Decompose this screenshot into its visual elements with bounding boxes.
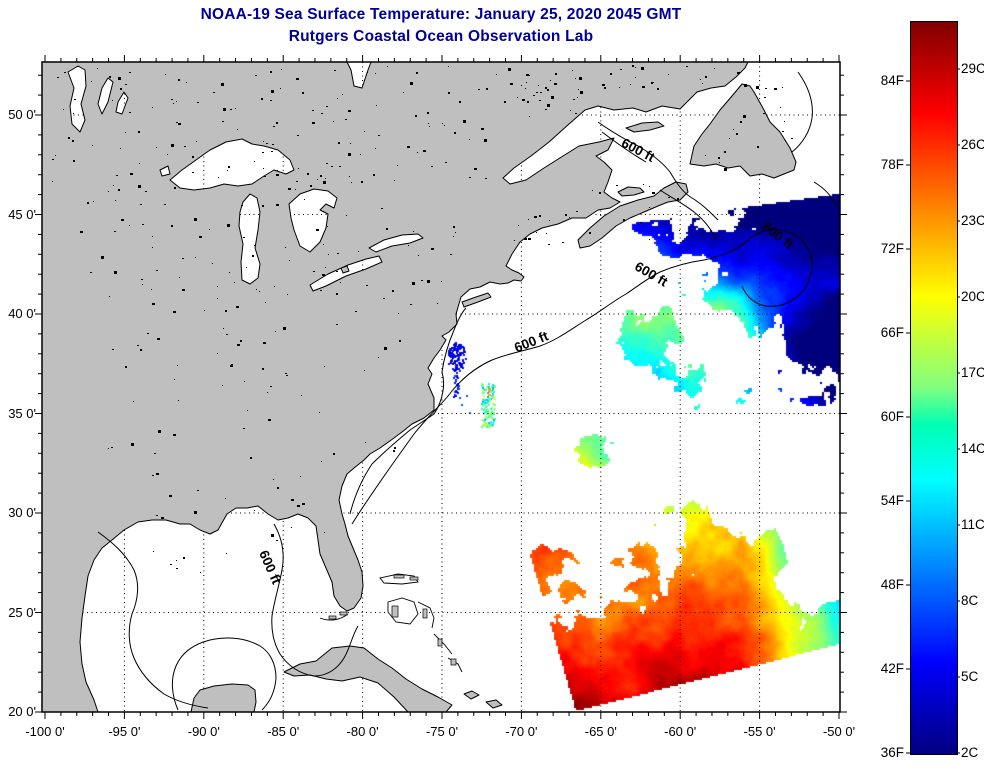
colorbar-celsius-label: 14C xyxy=(961,441,984,456)
contour-atlantic-shelf xyxy=(351,229,813,525)
colorbar-fahrenheit-label: 36F xyxy=(880,745,904,760)
colorbar-celsius-label: 17C xyxy=(961,365,984,380)
contour-label-gulf-st-lawrence: 600 ft xyxy=(619,135,658,165)
island-turks xyxy=(485,699,503,709)
island-long-island xyxy=(461,292,492,308)
x-tick-label: -80 0' xyxy=(346,724,379,739)
x-tick-label: -85 0' xyxy=(267,724,300,739)
x-tick-label: -75 0' xyxy=(425,724,459,739)
bahama-banks xyxy=(319,573,463,673)
contour-flemish xyxy=(813,181,837,207)
colorbar-fahrenheit-label: 84F xyxy=(880,73,904,88)
figure-subtitle: Rutgers Coastal Ocean Observation Lab xyxy=(288,28,594,45)
island-nova-scotia xyxy=(577,181,689,249)
contour-campeche-bank xyxy=(171,637,277,711)
land-north-america xyxy=(41,61,749,713)
contour-st-lawrence-2 xyxy=(601,131,647,163)
contour-labrador-sea xyxy=(791,71,813,153)
x-tick-label: -70 0' xyxy=(505,724,538,739)
colorbar-celsius-label: 2C xyxy=(961,745,979,760)
island-great-inagua xyxy=(463,690,480,700)
land-lake-speckles xyxy=(52,65,793,573)
bank-long-island xyxy=(433,633,453,655)
x-tick-label: -60 0' xyxy=(664,724,697,739)
colorbar-fahrenheit-label: 66F xyxy=(880,325,904,340)
bank-andros xyxy=(387,597,419,625)
colorbar-celsius-label: 26C xyxy=(961,137,984,152)
contour-west-florida-shelf xyxy=(271,523,359,677)
contour-label-grand-banks: 600 ft xyxy=(759,219,796,253)
islands xyxy=(190,83,797,713)
colorbar xyxy=(910,21,958,755)
contour-label-west-florida: 600 ft xyxy=(256,548,284,587)
small-islets xyxy=(328,574,457,666)
x-tick-label: -55 0' xyxy=(743,724,776,739)
x-tick-label: -65 0' xyxy=(584,724,617,739)
colorbar-fahrenheit-label: 42F xyxy=(880,661,904,676)
x-tick-label: -90 0' xyxy=(187,724,220,739)
figure-title: NOAA-19 Sea Surface Temperature: January… xyxy=(200,6,682,23)
colorbar-celsius-label: 8C xyxy=(961,593,979,608)
y-tick-label: 20 0' xyxy=(8,704,36,719)
contour-gulf-west-loop xyxy=(97,531,209,709)
colorbar-fahrenheit-label: 48F xyxy=(880,577,904,592)
colorbar-celsius-label: 23C xyxy=(961,213,984,228)
y-tick-label: 45 0' xyxy=(8,206,36,222)
colorbar-celsius-label: 5C xyxy=(961,669,979,684)
colorbar-fahrenheit-label: 72F xyxy=(880,241,904,256)
island-yucatan xyxy=(190,683,257,713)
y-tick-label: 50 0' xyxy=(8,107,36,122)
x-tick-label: -100 0' xyxy=(25,724,65,739)
contour-label-scotian-shelf: 600 ft xyxy=(632,259,670,290)
contour-scotian xyxy=(659,189,717,241)
x-tick-label: -50 0' xyxy=(822,724,856,739)
island-prince-edward xyxy=(617,186,645,197)
colorbar-celsius-label: 11C xyxy=(961,517,984,532)
bank-grand-bahama xyxy=(379,573,419,585)
colorbar-fahrenheit-label: 60F xyxy=(880,409,904,424)
y-tick-label: 40 0' xyxy=(8,306,36,321)
x-tick-label: -95 0' xyxy=(108,724,141,739)
colorbar-celsius-label: 29C xyxy=(961,61,984,76)
bank-florida-keys xyxy=(319,613,349,621)
map-frame xyxy=(41,61,841,713)
contour-inner-shelf xyxy=(349,307,467,515)
island-newfoundland xyxy=(689,83,797,179)
island-anticosti xyxy=(625,121,665,133)
contour-label-mid-atlantic: 600 ft xyxy=(512,328,551,355)
contour-st-lawrence xyxy=(597,121,719,221)
bank-eleuthera xyxy=(417,601,435,629)
colorbar-fahrenheit-label: 54F xyxy=(880,493,904,508)
island-cuba xyxy=(283,645,453,713)
y-tick-label: 30 0' xyxy=(8,505,36,520)
colorbar-celsius-label: 20C xyxy=(961,289,984,304)
y-tick-label: 35 0' xyxy=(8,405,36,421)
depth-contours xyxy=(97,71,837,711)
y-tick-label: 25 0' xyxy=(8,604,36,620)
colorbar-fahrenheit-label: 78F xyxy=(880,157,904,172)
